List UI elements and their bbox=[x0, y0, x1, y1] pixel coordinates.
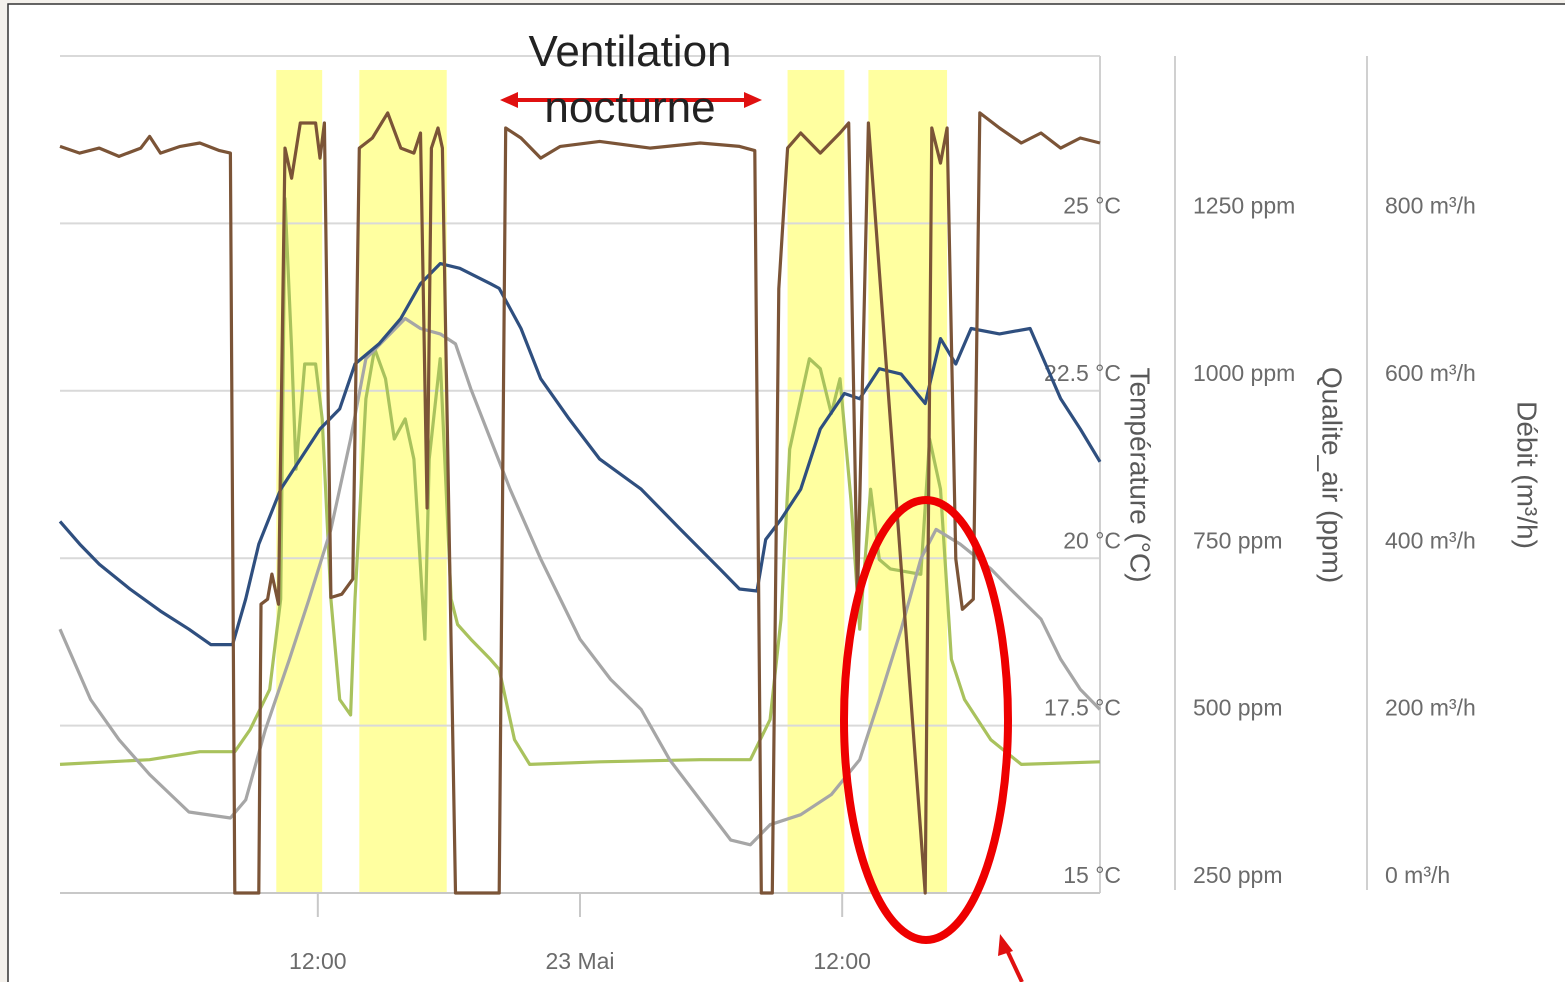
arrow-head bbox=[744, 92, 762, 108]
y3-tick-label: 200 m³/h bbox=[1385, 695, 1476, 721]
arrow-head bbox=[998, 934, 1013, 956]
arrow bbox=[1004, 947, 1024, 982]
highlight-ellipse bbox=[840, 496, 1012, 944]
x-tick-label: 23 Mai bbox=[545, 948, 614, 974]
series-line bbox=[58, 316, 1102, 847]
y2-tick-label: 500 ppm bbox=[1193, 695, 1283, 721]
highlight-band bbox=[359, 70, 447, 893]
y-tick-label: 22.5 °C bbox=[1044, 360, 1121, 386]
highlight-band bbox=[868, 70, 948, 893]
series-line bbox=[58, 262, 1102, 647]
series-line bbox=[59, 197, 1101, 766]
series-line bbox=[59, 111, 1101, 895]
y2-tick-label: 250 ppm bbox=[1193, 862, 1283, 888]
y-tick-label: 17.5 °C bbox=[1044, 695, 1121, 721]
y2-tick-label: 750 ppm bbox=[1193, 527, 1283, 553]
x-tick-label: 12:00 bbox=[813, 948, 871, 974]
y-tick-label: 15 °C bbox=[1063, 862, 1121, 888]
y-tick-label: 25 °C bbox=[1063, 192, 1121, 218]
y3-axis-title: Débit (m³/h) bbox=[1512, 401, 1543, 549]
annotation: Ventilation nocturne bbox=[528, 27, 732, 132]
plot bbox=[60, 55, 1100, 894]
y-axis-title: Température (°C) bbox=[1125, 367, 1156, 582]
y3-tick-label: 600 m³/h bbox=[1385, 360, 1476, 386]
arrow-head bbox=[500, 92, 518, 108]
x-tick-label: 12:00 bbox=[289, 948, 347, 974]
y2-tick-label: 1000 ppm bbox=[1193, 360, 1295, 386]
y2-tick-label: 1250 ppm bbox=[1193, 192, 1295, 218]
y3-tick-label: 800 m³/h bbox=[1385, 192, 1476, 218]
y2-axis-title: Qualite_air (ppm) bbox=[1317, 367, 1348, 583]
y3-tick-label: 400 m³/h bbox=[1385, 527, 1476, 553]
highlight-band bbox=[787, 70, 845, 893]
y-tick-label: 20 °C bbox=[1063, 527, 1121, 553]
y3-tick-label: 0 m³/h bbox=[1385, 862, 1450, 888]
annotations bbox=[500, 92, 1024, 982]
